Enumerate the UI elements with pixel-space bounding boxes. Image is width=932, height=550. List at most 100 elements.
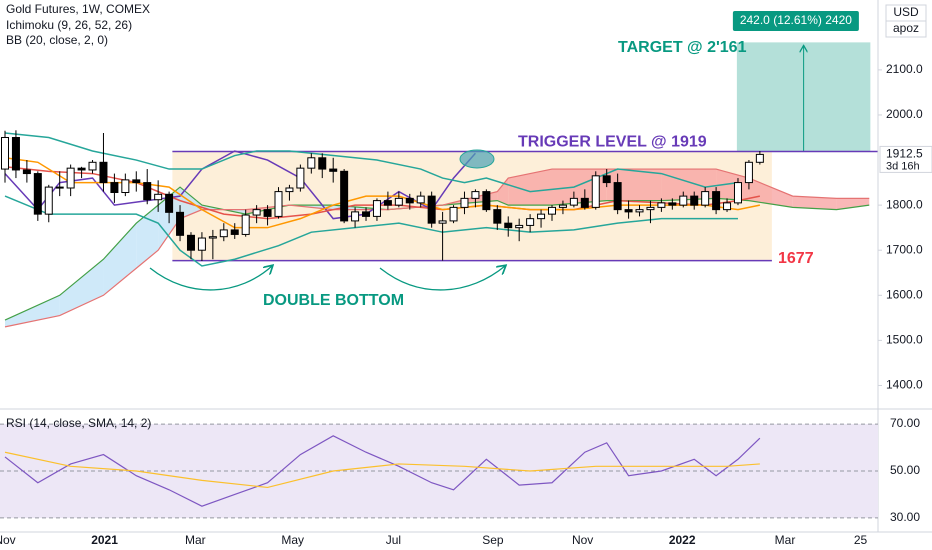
y-tick-label: 1800.0 — [886, 197, 923, 211]
last-price-tag — [879, 145, 932, 173]
candle-body — [66, 167, 75, 189]
x-tick-label: Mar — [775, 533, 796, 547]
candle-body — [285, 187, 294, 193]
indicator-legend: BB (20, close, 2, 0) — [6, 33, 108, 47]
candle-body — [405, 197, 414, 204]
indicator-line — [4, 157, 761, 229]
candle-body — [296, 167, 305, 189]
rsi-tick-label: 30.00 — [890, 510, 920, 524]
bar-countdown: 3d 16h — [886, 160, 920, 172]
candle-body — [460, 197, 469, 208]
symbol-title: Gold Futures, 1W, COMEX — [6, 2, 150, 16]
highlight-ellipse — [459, 149, 495, 169]
candle-body — [526, 218, 535, 226]
candle-body — [580, 197, 589, 208]
candle-body — [230, 229, 239, 235]
candle-body — [329, 168, 338, 172]
rsi-tick-label: 50.00 — [890, 463, 920, 477]
candle-body — [252, 209, 261, 216]
candle-body — [121, 179, 130, 194]
candle-body — [657, 202, 666, 208]
annotation-text: TARGET @ 2'161 — [618, 39, 747, 56]
candle-body — [471, 191, 480, 199]
position-label: 242.0 (12.61%) 2420 — [740, 13, 852, 27]
ichimoku-cloud — [508, 169, 552, 206]
candle-body — [307, 157, 316, 169]
x-tick-label: Mar — [185, 533, 206, 547]
last-price-label: 1912.5 — [886, 147, 923, 161]
candle-body — [33, 173, 42, 215]
currency-label[interactable]: USD — [893, 5, 919, 19]
x-tick-label: 25 — [854, 533, 868, 547]
candle-body — [646, 206, 655, 211]
price-axis-bg — [879, 40, 932, 408]
x-tick-label: Nov — [0, 533, 16, 547]
candle-body — [154, 193, 163, 201]
candle-body — [690, 195, 699, 206]
candle-body — [635, 209, 644, 213]
x-tick-label: 2021 — [91, 533, 118, 547]
candle-body — [99, 161, 108, 184]
candle-body — [733, 182, 742, 204]
candle-body — [274, 191, 283, 217]
candle-body — [143, 182, 152, 201]
candle-body — [438, 220, 447, 224]
candle-body — [755, 153, 764, 163]
candle-body — [77, 167, 86, 171]
rsi-line — [4, 435, 761, 507]
candle-body — [383, 200, 392, 206]
y-tick-label: 2000.0 — [886, 107, 923, 121]
candle-body — [110, 182, 119, 194]
x-tick-label: May — [281, 533, 304, 547]
candle-body — [241, 214, 250, 235]
y-tick-label: 1600.0 — [886, 287, 923, 301]
annotation-text: 1677 — [778, 250, 814, 267]
candle-body — [548, 206, 556, 215]
candle-body — [515, 224, 524, 229]
candle-body — [132, 179, 141, 184]
candle-body — [558, 204, 567, 208]
y-tick-label: 1500.0 — [886, 333, 923, 347]
candle-body — [668, 202, 677, 206]
candle-body — [351, 211, 360, 222]
candle-body — [219, 229, 228, 238]
candle-body — [493, 209, 502, 224]
candle-body — [591, 175, 600, 208]
candle-body — [176, 211, 185, 236]
ichimoku-cloud — [836, 198, 870, 210]
indicator-legend: Ichimoku (9, 26, 52, 26) — [6, 18, 132, 32]
candle-body — [569, 197, 578, 206]
candle-body — [504, 222, 513, 229]
candle-body — [208, 236, 217, 239]
candle-body — [22, 169, 31, 175]
x-tick-label: Sep — [482, 533, 504, 547]
candle-body — [88, 161, 97, 171]
candle-body — [744, 161, 753, 184]
indicator-line — [4, 132, 739, 193]
candle-body — [537, 213, 546, 220]
curved-arrow — [379, 266, 505, 291]
candle-body — [44, 186, 53, 215]
curved-arrow — [149, 266, 272, 291]
price-pane: 242.0 (12.61%) 2420 TRIGGER LEVEL @ 1919 1… — [1, 11, 878, 328]
annotation-text: TRIGGER LEVEL @ 1919 — [518, 134, 707, 151]
scale-label[interactable]: apoz — [893, 21, 919, 35]
x-tick-label: 2022 — [669, 533, 696, 547]
candle-body — [679, 195, 688, 206]
candle-body — [449, 206, 458, 222]
candle-body — [602, 175, 611, 184]
candle-body — [482, 191, 491, 211]
ichimoku-cloud — [497, 178, 509, 206]
candle-body — [416, 195, 425, 204]
candle-body — [11, 137, 20, 171]
scale-button[interactable] — [885, 20, 927, 38]
y-tick-label: 1400.0 — [886, 378, 923, 392]
candle-body — [318, 157, 327, 170]
candle-body — [263, 209, 272, 217]
annotation-text: DOUBLE BOTTOM — [263, 292, 404, 309]
candle-body — [55, 186, 64, 189]
x-tick-label: Nov — [572, 533, 593, 547]
candle-body — [372, 200, 381, 217]
ichimoku-cloud — [59, 259, 104, 316]
